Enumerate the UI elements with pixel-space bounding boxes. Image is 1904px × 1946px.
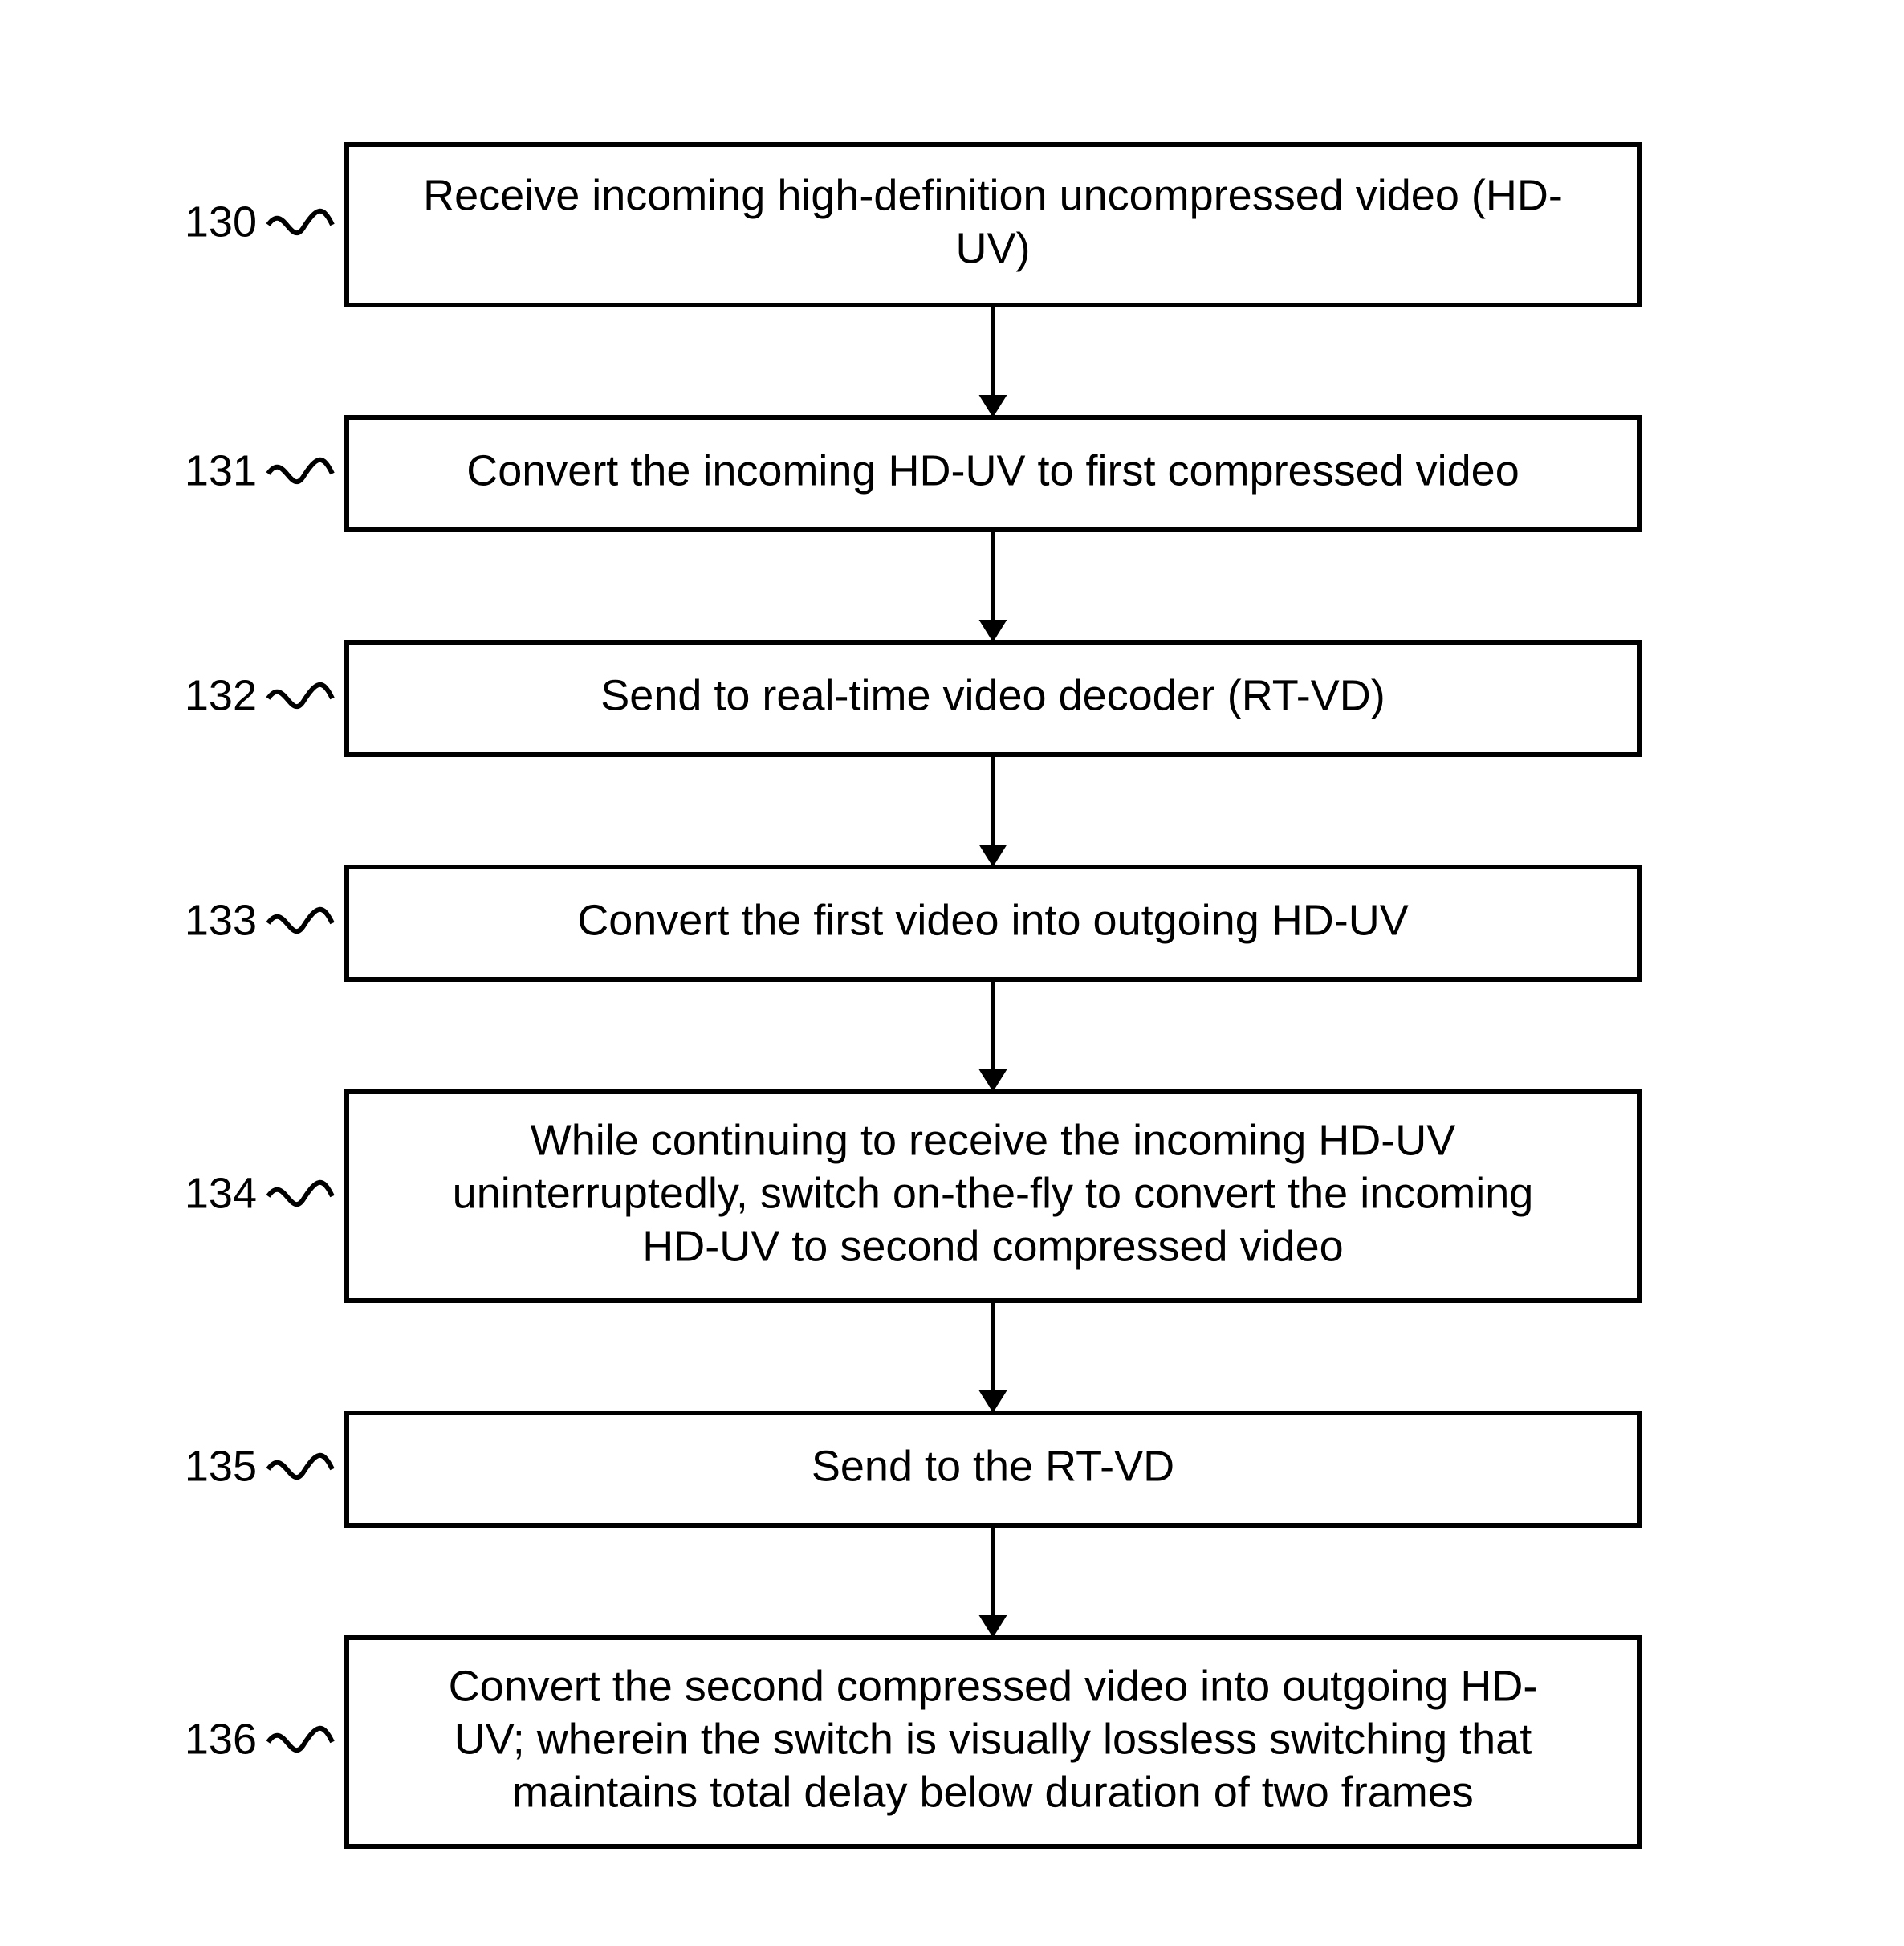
step-label-131: 131	[185, 446, 257, 495]
step-133-text-line-0: Convert the first video into outgoing HD…	[577, 896, 1409, 944]
step-135-text-line-0: Send to the RT-VD	[812, 1442, 1174, 1490]
step-134-text-line-0: While continuing to receive the incoming…	[531, 1116, 1456, 1164]
step-label-133: 133	[185, 896, 257, 944]
step-136-text-line-2: maintains total delay below duration of …	[512, 1768, 1474, 1816]
flowchart-diagram: Receive incoming high-definition uncompr…	[0, 0, 1904, 1946]
step-label-136: 136	[185, 1715, 257, 1763]
step-136-text-line-1: UV; wherein the switch is visually lossl…	[454, 1715, 1532, 1763]
step-130-text-line-1: UV)	[956, 224, 1031, 272]
step-label-135: 135	[185, 1442, 257, 1490]
step-label-132: 132	[185, 671, 257, 719]
step-130-text-line-0: Receive incoming high-definition uncompr…	[423, 171, 1563, 219]
step-132-text-line-0: Send to real-time video decoder (RT-VD)	[600, 671, 1385, 719]
step-134-text-line-2: HD-UV to second compressed video	[642, 1222, 1343, 1270]
step-label-130: 130	[185, 197, 257, 246]
step-label-134: 134	[185, 1169, 257, 1217]
step-131-text-line-0: Convert the incoming HD-UV to first comp…	[466, 446, 1520, 495]
step-134-text-line-1: uninterruptedly, switch on-the-fly to co…	[453, 1169, 1534, 1217]
step-136-text-line-0: Convert the second compressed video into…	[449, 1662, 1538, 1710]
